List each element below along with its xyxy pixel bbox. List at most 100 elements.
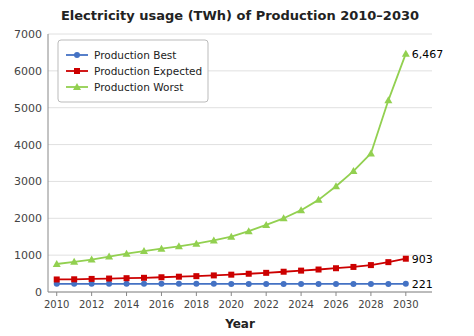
point — [89, 276, 95, 282]
point — [227, 233, 235, 240]
point — [332, 182, 340, 189]
point — [175, 242, 183, 249]
point — [141, 281, 147, 287]
annotation: 903 — [412, 253, 433, 266]
x-tick — [161, 292, 162, 296]
point — [54, 276, 60, 282]
point — [105, 253, 113, 260]
x-tick — [405, 292, 406, 296]
point — [280, 214, 288, 221]
y-tick-label: 1000 — [14, 249, 42, 262]
point — [385, 281, 391, 287]
point — [192, 240, 200, 247]
point — [245, 227, 253, 234]
point — [124, 275, 130, 281]
point — [263, 281, 269, 287]
x-tick-label: 2028 — [358, 299, 383, 310]
x-tick-label: 2014 — [114, 299, 139, 310]
point — [246, 281, 252, 287]
x-tick — [91, 292, 92, 296]
point — [349, 167, 357, 174]
y-tick-label: 0 — [35, 286, 42, 299]
x-tick-label: 2012 — [79, 299, 104, 310]
y-tick-label: 3000 — [14, 175, 42, 188]
legend-marker — [73, 83, 81, 90]
x-tick — [266, 292, 267, 296]
x-tick — [196, 292, 197, 296]
grid-line — [48, 181, 432, 182]
y-tick-label: 6000 — [14, 65, 42, 78]
point — [123, 250, 131, 257]
point — [246, 271, 252, 277]
y-tick-label: 2000 — [14, 212, 42, 225]
point — [70, 258, 78, 265]
point — [140, 247, 148, 254]
y-tick-label: 4000 — [14, 139, 42, 152]
x-tick — [370, 292, 371, 296]
point — [298, 281, 304, 287]
point — [262, 221, 270, 228]
x-tick — [126, 292, 127, 296]
y-tick-label: 5000 — [14, 102, 42, 115]
point — [403, 256, 409, 262]
x-tick-label: 2022 — [253, 299, 278, 310]
point — [53, 260, 61, 267]
x-axis — [48, 292, 432, 293]
grid-line — [48, 107, 432, 108]
grid-line — [48, 255, 432, 256]
point — [193, 281, 199, 287]
point — [368, 262, 374, 268]
x-tick-label: 2020 — [219, 299, 244, 310]
point — [368, 281, 374, 287]
point — [141, 275, 147, 281]
point — [281, 281, 287, 287]
x-tick — [301, 292, 302, 296]
legend-label: Production Best — [94, 49, 176, 61]
point — [106, 281, 112, 287]
y-tick-label: 7000 — [14, 28, 42, 41]
point — [315, 196, 323, 203]
point — [228, 272, 234, 278]
x-tick-label: 2030 — [393, 299, 418, 310]
x-tick — [231, 292, 232, 296]
x-tick-label: 2024 — [288, 299, 313, 310]
point — [350, 264, 356, 270]
legend-label: Production Worst — [94, 81, 183, 93]
title: Electricity usage (TWh) of Production 20… — [61, 8, 419, 23]
grid-line — [48, 34, 432, 35]
point — [176, 274, 182, 280]
point — [88, 256, 96, 263]
plot-data — [53, 50, 410, 287]
x-label: Year — [224, 317, 255, 331]
point — [263, 270, 269, 276]
point — [193, 273, 199, 279]
point — [333, 281, 339, 287]
grid-line — [48, 292, 432, 293]
point — [157, 245, 165, 252]
point — [281, 269, 287, 275]
point — [71, 276, 77, 282]
x-tick-label: 2010 — [44, 299, 69, 310]
point — [158, 281, 164, 287]
x-tick — [56, 292, 57, 296]
legend-marker — [74, 52, 80, 58]
series-line — [57, 54, 406, 264]
point — [176, 281, 182, 287]
point — [316, 267, 322, 273]
legend-label: Production Expected — [94, 65, 202, 77]
legend-marker — [74, 68, 80, 74]
x-tick-label: 2018 — [184, 299, 209, 310]
point — [384, 96, 392, 103]
point — [333, 265, 339, 271]
point — [228, 281, 234, 287]
point — [211, 281, 217, 287]
point — [367, 149, 375, 156]
point — [297, 206, 305, 213]
point — [385, 259, 391, 265]
chart: Electricity usage (TWh) of Production 20… — [0, 0, 474, 336]
grid-line — [48, 218, 432, 219]
point — [211, 272, 217, 278]
legend-frame — [58, 40, 208, 102]
x-tick-label: 2026 — [323, 299, 348, 310]
point — [106, 276, 112, 282]
